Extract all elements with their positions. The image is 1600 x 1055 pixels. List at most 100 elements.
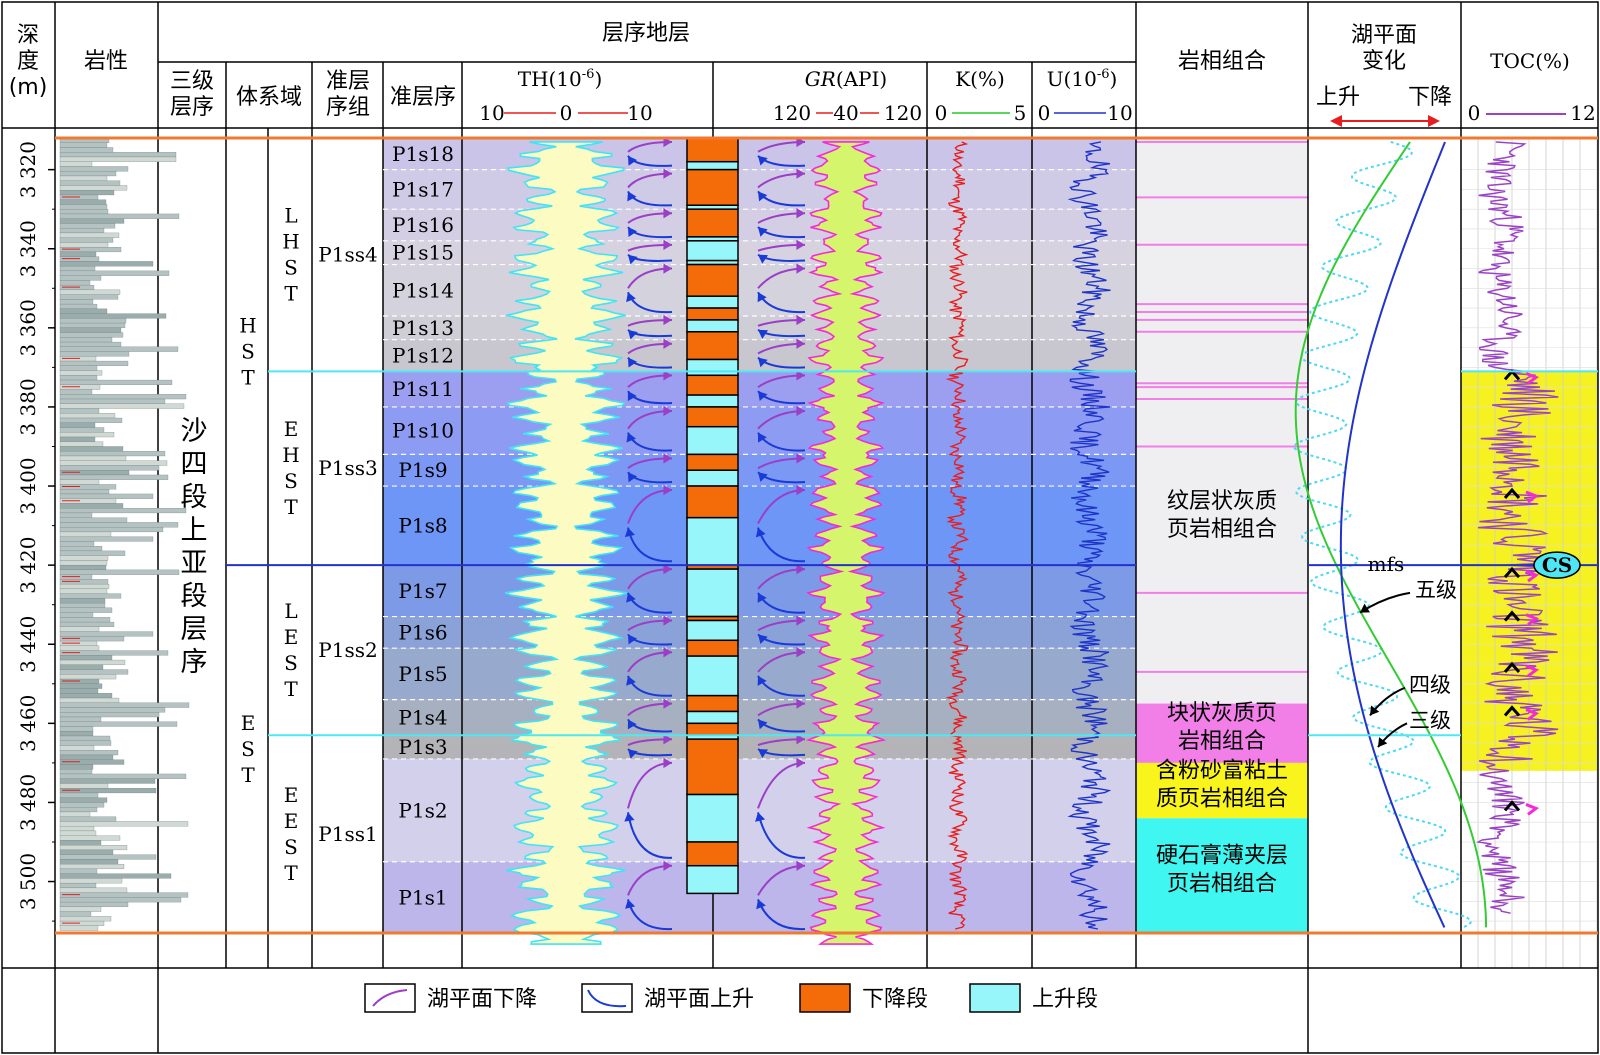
lithology-bed [59,835,121,841]
arrow-head [663,338,672,349]
lithology-bed [59,873,172,879]
lithology-bed [59,716,102,722]
arrow-head [628,357,638,368]
k-header: K(%) [955,67,1005,91]
order-pointer [1377,722,1408,748]
lithology-bed [59,626,100,632]
legend-item: 上升段 [969,983,1098,1013]
lithology-bed [59,845,128,851]
legend-swatch [799,983,851,1013]
lithology-bed [59,441,104,447]
arrow-head [1360,603,1370,613]
order-label: 四级 [1409,673,1451,697]
system-tract-label: S [241,737,255,761]
lithology-bed [59,299,94,305]
lithology-bed [59,863,125,870]
system-tract-label: T [241,763,255,787]
cycle-block [686,722,739,736]
lithology-bed [59,213,180,219]
lithology-bed [59,251,97,257]
lithology-bed [59,237,114,243]
cs-badge-shape [1533,551,1581,579]
parasequence-band [383,406,1136,455]
lithology-bed [59,512,93,518]
lithology-bed [59,422,96,428]
lake-rise-arrow [757,718,806,733]
parasequence-band [383,339,1136,372]
arrow-head [663,453,672,464]
lithology-bed [59,821,189,827]
lithology-bed [59,560,108,566]
parasequence-label: P1s10 [392,419,454,443]
lithology-bed [59,389,93,395]
lithology-bed [59,617,111,623]
lithology-bed [59,664,104,670]
cycle-block [686,208,739,238]
lithology-bed [59,697,120,703]
arrow-head [663,698,672,709]
lake-fall-arrow [757,405,806,430]
third-order-sequence-char: 层 [181,614,208,645]
lake-fall-arrow [627,615,673,632]
gr-header: GR(API) [805,67,887,91]
lithology-bed [59,375,98,381]
parasequence-band [383,486,1136,566]
arrow-head [755,812,766,822]
lithology-bed [59,859,119,865]
lithology-bed [59,327,122,333]
cycle-block [686,516,739,566]
lithology-bed [59,270,170,276]
third-order-sequence-char: 沙 [181,416,208,447]
toc-header: TOC(%) [1490,49,1570,73]
cycle-block [686,137,739,163]
lithology-bed [59,659,126,665]
lithology-bed [59,878,123,884]
lithology-bed [59,745,95,751]
legend-rise-arrow-icon [587,989,627,1008]
sub-tract-label: E [284,783,299,807]
lithology-bed [59,455,127,461]
lake-fall-arrow [627,860,673,896]
arrow-head [628,254,638,265]
third-order-sequence-char: 上 [181,515,208,546]
arrow-head [663,757,672,769]
arrow-head [663,860,672,871]
third-order-sequence-char: 段 [181,581,208,612]
arrow-head [796,563,805,575]
order-pointer [1369,686,1406,717]
lithology-bed [59,517,128,523]
sub-tract-label: E [284,625,299,649]
depth-label: 3 500 [16,853,40,910]
parasequence-set-label: P1ss4 [318,243,377,267]
facies-label: 含粉砂富粘土 [1156,759,1288,784]
arrow-head [663,314,672,326]
depth-label: 3 380 [16,378,40,435]
arrow-head [757,675,767,686]
toc-up-arrow [1503,566,1521,579]
lake-rise-arrow [757,633,806,646]
legend-item: 湖平面下降 [364,983,537,1013]
system-tract-label: E [241,711,256,735]
th-curve [504,141,628,945]
third-order-header-1: 三级 [170,69,214,94]
lake-rise-arrow [626,675,673,697]
facies-label: 块状灰质页 [1167,701,1277,726]
lithology-bed [59,152,177,158]
cycle-block [686,485,739,519]
parasequence-label: P1s5 [398,662,447,686]
arrow-head [757,592,767,603]
legend-label: 湖平面上升 [644,987,754,1012]
lithology-bed [59,531,112,537]
lake-fall-arrow [627,208,673,224]
k-scale-right: 5 [1014,101,1027,125]
lithology-bed [59,826,95,832]
lithology-bed [59,275,102,281]
k-scale-left: 0 [935,101,948,125]
lithology-bed [59,209,109,215]
system-tract-header: 体系域 [236,85,302,110]
parasequence-set-header-2: 序组 [326,95,370,120]
lithology-bed [59,228,105,234]
lithology-bed [59,541,95,547]
gr-curve [805,141,887,945]
lake-rise-arrow [626,432,673,452]
